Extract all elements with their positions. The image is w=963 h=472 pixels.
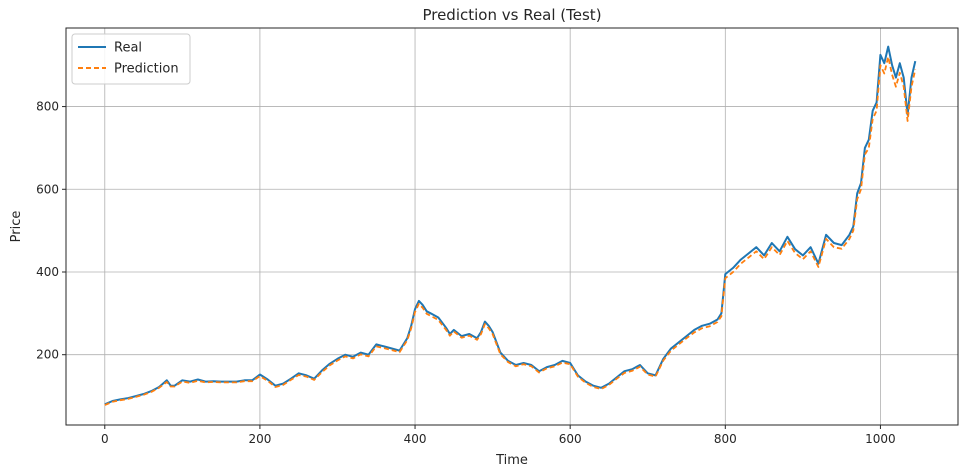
ticks-layer: 0 200 400 600 800 1000 200 400 600 800 [36, 100, 896, 446]
series-layer [104, 45, 917, 406]
y-tick-label: 400 [36, 265, 59, 279]
legend-label-prediction: Prediction [114, 62, 179, 77]
series-line-real [104, 45, 917, 406]
series-line-prediction [104, 56, 917, 406]
plot-frame [65, 27, 959, 426]
x-tick-label: 400 [404, 432, 427, 446]
x-tick-label: 600 [559, 432, 582, 446]
y-tick-label: 600 [36, 182, 59, 196]
y-axis-label: Price [9, 211, 24, 243]
grid-layer [66, 28, 958, 425]
y-tick-label: 200 [36, 348, 59, 362]
x-tick-label: 0 [101, 432, 109, 446]
x-tick-label: 200 [248, 432, 271, 446]
legend-label-real: Real [114, 41, 142, 56]
x-tick-label: 800 [714, 432, 737, 446]
x-axis-label: Time [495, 453, 528, 468]
x-tick-label: 1000 [865, 432, 896, 446]
legend: Real Prediction [71, 33, 191, 85]
chart-title: Prediction vs Real (Test) [422, 6, 601, 24]
y-tick-label: 800 [36, 100, 59, 114]
